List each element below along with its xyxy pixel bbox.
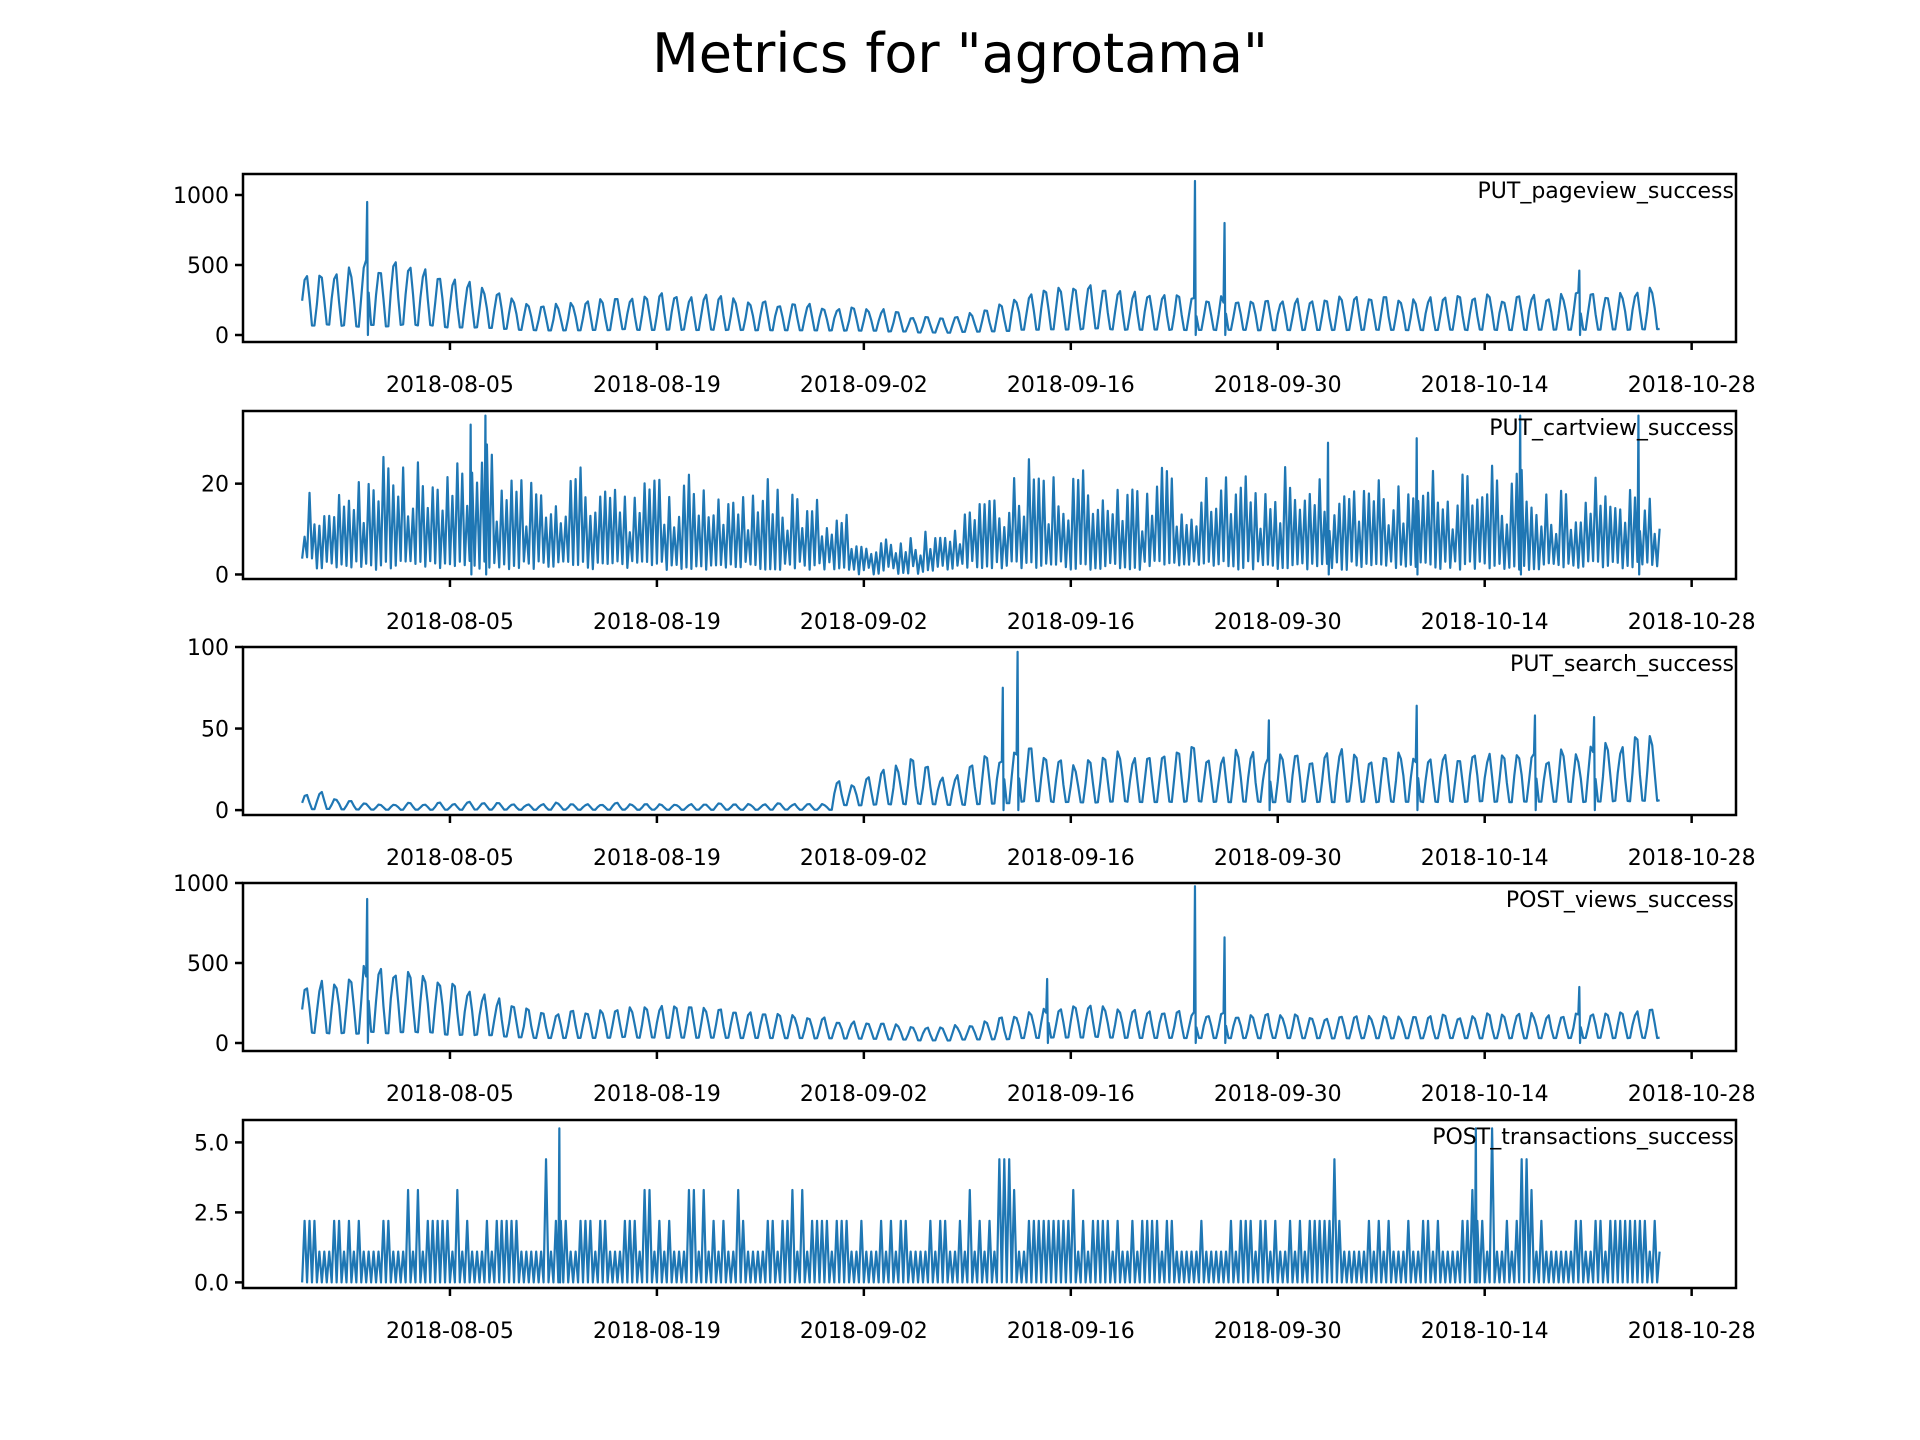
x-tick-label: 2018-10-28 <box>1628 1082 1756 1107</box>
x-tick-label: 2018-08-05 <box>386 373 514 398</box>
x-tick-label: 2018-09-30 <box>1214 1082 1342 1107</box>
x-tick-label: 2018-09-02 <box>800 1082 928 1107</box>
x-tick-label: 2018-09-02 <box>800 373 928 398</box>
y-tick-label: 0 <box>215 324 229 349</box>
y-tick-label: 500 <box>187 254 229 279</box>
x-tick-label: 2018-08-19 <box>593 846 721 871</box>
x-tick-label: 2018-10-28 <box>1628 846 1756 871</box>
series-legend-label: PUT_search_success <box>1510 652 1734 677</box>
x-tick-label: 2018-09-16 <box>1007 610 1135 635</box>
y-tick-label: 1000 <box>173 872 229 897</box>
y-tick-label: 0 <box>215 563 229 588</box>
figure-title: Metrics for "agrotama" <box>652 22 1268 85</box>
x-tick-label: 2018-08-05 <box>386 1082 514 1107</box>
axes-frame <box>241 645 1738 817</box>
series-line-PUT_pageview_success <box>301 179 1660 337</box>
y-tick-label: 500 <box>187 952 229 977</box>
axes-frame <box>241 172 1738 344</box>
axes-frame <box>241 1118 1738 1290</box>
axes-frame <box>241 409 1738 581</box>
x-tick-label: 2018-10-14 <box>1421 373 1549 398</box>
x-tick-label: 2018-09-02 <box>800 846 928 871</box>
x-tick-label: 2018-08-05 <box>386 1319 514 1344</box>
y-tick-label: 0.0 <box>194 1271 229 1296</box>
series-legend-label: PUT_cartview_success <box>1489 416 1734 441</box>
x-tick-label: 2018-09-02 <box>800 610 928 635</box>
x-tick-label: 2018-09-02 <box>800 1319 928 1344</box>
y-tick-label: 2.5 <box>194 1201 229 1226</box>
x-tick-label: 2018-10-14 <box>1421 1319 1549 1344</box>
x-tick-label: 2018-08-19 <box>593 610 721 635</box>
x-tick-label: 2018-09-30 <box>1214 373 1342 398</box>
x-tick-label: 2018-09-30 <box>1214 610 1342 635</box>
x-tick-label: 2018-08-19 <box>593 1319 721 1344</box>
x-tick-label: 2018-08-05 <box>386 846 514 871</box>
series-line-PUT_cartview_success <box>301 414 1661 576</box>
x-tick-label: 2018-09-30 <box>1214 1319 1342 1344</box>
series-line-POST_transactions_success <box>301 1127 1661 1284</box>
x-tick-label: 2018-08-19 <box>593 373 721 398</box>
x-tick-label: 2018-08-05 <box>386 610 514 635</box>
x-tick-label: 2018-08-19 <box>593 1082 721 1107</box>
y-tick-label: 50 <box>201 718 229 743</box>
y-tick-label: 5.0 <box>194 1131 229 1156</box>
x-tick-label: 2018-09-16 <box>1007 846 1135 871</box>
y-tick-label: 20 <box>201 473 229 498</box>
y-tick-label: 0 <box>215 799 229 824</box>
subplot-PUT_search_success: 0 50 100 2018-08-05 2018-08-19 2018-09-02 2018… <box>187 636 1756 871</box>
x-tick-label: 2018-09-16 <box>1007 373 1135 398</box>
x-tick-label: 2018-09-30 <box>1214 846 1342 871</box>
x-tick-label: 2018-10-28 <box>1628 1319 1756 1344</box>
x-tick-label: 2018-09-16 <box>1007 1319 1135 1344</box>
x-tick-label: 2018-10-14 <box>1421 610 1549 635</box>
x-tick-label: 2018-10-28 <box>1628 610 1756 635</box>
series-legend-label: PUT_pageview_success <box>1478 179 1734 204</box>
series-legend-label: POST_transactions_success <box>1432 1125 1734 1150</box>
subplot-POST_transactions_success: 0.0 2.5 5.0 2018-08-05 2018-08-19 2018-09-02 2… <box>194 1118 1756 1344</box>
subplot-POST_views_success: 0 500 1000 2018-08-05 2018-08-19 2018-09-02 20… <box>173 872 1756 1107</box>
axes-frame <box>241 881 1738 1053</box>
series-line-POST_views_success <box>301 885 1660 1045</box>
y-tick-label: 100 <box>187 636 229 661</box>
subplot-PUT_cartview_success: 0 20 2018-08-05 2018-08-19 2018-09-02 2018-09… <box>201 409 1756 635</box>
y-tick-label: 1000 <box>173 184 229 209</box>
y-tick-label: 0 <box>215 1032 229 1057</box>
series-line-PUT_search_success <box>301 650 1660 812</box>
subplot-PUT_pageview_success: 0 500 1000 2018-08-05 2018-08-19 2018-09-02 20… <box>173 172 1756 398</box>
x-tick-label: 2018-10-14 <box>1421 1082 1549 1107</box>
x-tick-label: 2018-09-16 <box>1007 1082 1135 1107</box>
series-legend-label: POST_views_success <box>1506 888 1734 913</box>
x-tick-label: 2018-10-14 <box>1421 846 1549 871</box>
x-tick-label: 2018-10-28 <box>1628 373 1756 398</box>
